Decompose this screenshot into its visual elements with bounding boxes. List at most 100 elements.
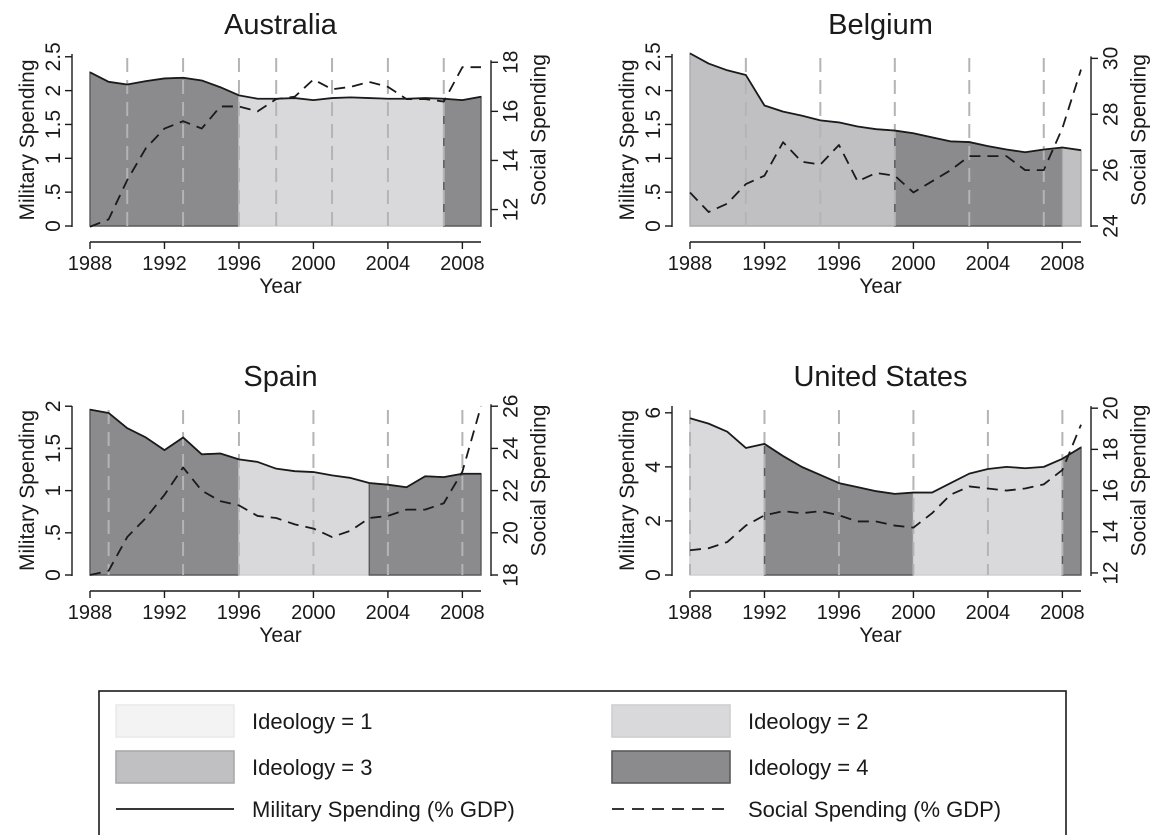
right-tick-label: 26 <box>1099 158 1122 181</box>
legend-label: Ideology = 4 <box>748 755 868 780</box>
x-tick-label: 1996 <box>217 602 262 624</box>
military-spending-line <box>689 417 1082 495</box>
panel-spain: 0 .5 1 1.5 2 18 20 22 24 26 1988 1992 1996 2000 2004 20… <box>16 361 550 647</box>
x-tick-label: 2000 <box>891 602 936 624</box>
left-tick-label: 0 <box>642 569 665 581</box>
panel-title: United States <box>793 361 967 393</box>
legend-swatch-ideology-4 <box>611 750 731 784</box>
x-axis-label: Year <box>259 275 301 298</box>
ideology-4-area <box>443 95 482 227</box>
left-tick-label: .5 <box>642 183 665 201</box>
legend-label: Military Spending (% GDP) <box>252 797 515 822</box>
x-tick-label: 1988 <box>68 602 113 624</box>
right-tick-label: 20 <box>1099 396 1122 419</box>
right-tick-label: 14 <box>499 148 522 172</box>
military-spending-line <box>89 71 482 101</box>
panel-australia: 0 .5 1 1.5 2 2.5 12 14 16 18 1988 1992 1996 2000 2004 2… <box>16 9 550 298</box>
right-tick-label: 24 <box>499 436 522 460</box>
right-tick-label: 28 <box>1099 103 1122 126</box>
ideology-2-area <box>238 458 370 576</box>
y-axis-label: Military Spending <box>616 59 639 220</box>
x-tick-label: 2000 <box>891 253 936 275</box>
left-tick-label: 2.5 <box>642 42 665 71</box>
right-tick-label: 12 <box>1099 561 1122 584</box>
left-tick-label: .5 <box>42 183 65 201</box>
x-tick-label: 2008 <box>1040 602 1085 624</box>
left-tick-label: 2 <box>42 85 65 97</box>
x-tick-label: 2000 <box>291 253 336 275</box>
y-axis-label: Military Spending <box>16 410 39 571</box>
right-tick-label: 18 <box>499 51 522 74</box>
x-axis-label: Year <box>859 275 901 298</box>
left-tick-label: 4 <box>642 461 665 473</box>
social-spending-line <box>689 424 1082 552</box>
panel-title: Spain <box>243 361 317 393</box>
x-tick-label: 2000 <box>291 602 336 624</box>
x-axis-label: Year <box>859 624 901 647</box>
x-tick-label: 1996 <box>817 602 862 624</box>
legend: Ideology = 1 Ideology = 2 Ideology = 3 Ideo… <box>98 690 1067 835</box>
x-tick-label: 2008 <box>440 253 485 275</box>
social-spending-line <box>89 405 482 576</box>
right-tick-label: 16 <box>1099 479 1122 502</box>
legend-item: Ideology = 1 <box>115 704 372 738</box>
right-tick-label: 22 <box>499 479 522 502</box>
legend-box <box>98 690 1067 835</box>
x-tick-label: 1992 <box>142 253 187 275</box>
left-tick-label: 2.5 <box>42 42 65 71</box>
y2-axis-label: Social Spending <box>1127 54 1150 206</box>
left-tick-label: 1 <box>42 485 65 497</box>
x-axis-label: Year <box>259 624 301 647</box>
x-tick-label: 1992 <box>142 602 187 624</box>
left-tick-label: 0 <box>42 220 65 232</box>
x-tick-label: 1992 <box>742 602 787 624</box>
x-tick-label: 2008 <box>1040 253 1085 275</box>
legend-item: Social Spending (% GDP) <box>612 797 1001 822</box>
x-tick-label: 1996 <box>817 253 862 275</box>
legend-label: Social Spending (% GDP) <box>748 797 1001 822</box>
x-tick-label: 1996 <box>217 253 262 275</box>
legend-item: Ideology = 2 <box>611 704 868 738</box>
ideology-2-area <box>689 417 766 576</box>
right-tick-label: 14 <box>1099 520 1122 544</box>
left-tick-label: 1.5 <box>42 110 65 139</box>
left-tick-label: 1.5 <box>42 434 65 463</box>
left-tick-label: 6 <box>642 407 665 419</box>
right-tick-label: 26 <box>499 395 522 418</box>
panel-title: Australia <box>224 9 338 41</box>
left-tick-label: 1 <box>642 152 665 164</box>
legend-swatch-ideology-2 <box>611 704 731 738</box>
x-tick-label: 2004 <box>366 253 411 275</box>
legend-item: Ideology = 4 <box>611 750 868 784</box>
panel-title: Belgium <box>828 9 933 41</box>
left-tick-label: .5 <box>42 524 65 542</box>
ideology-4-area <box>89 408 240 576</box>
x-tick-label: 1992 <box>742 253 787 275</box>
ideology-3-area <box>1061 146 1082 227</box>
left-tick-label: 0 <box>42 569 65 581</box>
legend-label: Ideology = 3 <box>252 755 372 780</box>
y-axis-label: Military Spending <box>16 59 39 220</box>
social-spending-line <box>89 66 481 228</box>
ideology-4-area <box>89 71 240 227</box>
x-tick-label: 1988 <box>668 602 713 624</box>
x-tick-label: 2004 <box>966 602 1011 624</box>
y2-axis-label: Social Spending <box>1127 405 1150 557</box>
right-tick-label: 16 <box>499 100 522 123</box>
ideology-4-area <box>1061 446 1082 576</box>
legend-label: Ideology = 2 <box>748 709 868 734</box>
right-tick-label: 24 <box>1099 214 1122 238</box>
x-tick-label: 2004 <box>966 253 1011 275</box>
x-tick-label: 1988 <box>668 253 713 275</box>
military-spending-line <box>89 408 481 489</box>
x-tick-label: 2004 <box>366 602 411 624</box>
left-tick-label: 2 <box>642 515 665 527</box>
right-tick-label: 18 <box>1099 438 1122 461</box>
ideology-3-area <box>689 52 896 227</box>
x-tick-label: 1988 <box>68 253 113 275</box>
ideology-4-area <box>368 473 482 576</box>
left-tick-label: 1.5 <box>642 110 665 139</box>
legend-label: Ideology = 1 <box>252 709 372 734</box>
